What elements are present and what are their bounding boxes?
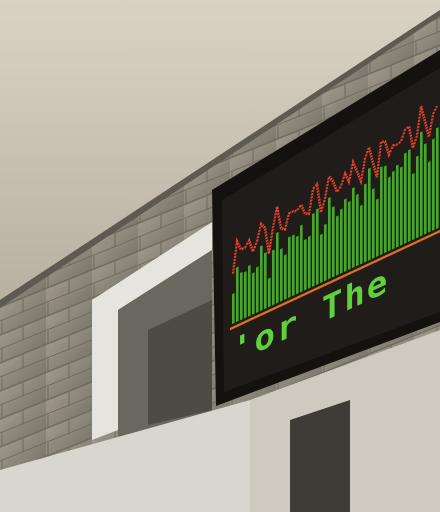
led-bar [296,235,299,295]
led-bar [364,183,367,263]
led-bar [244,271,247,319]
led-bar [276,231,279,304]
led-bar [356,193,359,267]
dark-opening [290,400,350,512]
led-bar [388,176,391,252]
led-bar [368,167,371,261]
led-bar [264,252,267,310]
led-bar [336,215,339,276]
led-bar [344,198,347,272]
led-bar [348,200,351,271]
led-bar [332,206,335,278]
led-bar [272,249,275,306]
led-bar [252,272,255,315]
led-bar [416,155,419,239]
led-bar [380,166,383,256]
led-bar [376,198,379,257]
led-bar [304,238,307,291]
led-bar [424,143,427,235]
led-bar [236,266,239,323]
led-bar [256,266,259,313]
led-bar [360,204,363,265]
led-bar [280,248,283,302]
led-bar [432,138,435,231]
led-bar [352,187,355,269]
doorway-shadow [148,300,212,425]
led-bar [412,172,415,241]
led-bar [420,131,423,237]
led-bar [396,164,399,248]
led-bar [404,152,407,244]
led-bar [328,197,331,280]
led-bar [308,235,311,289]
led-bar [340,208,343,274]
led-bar [436,127,439,230]
led-bar [284,254,287,300]
led-bar [428,160,431,233]
glass-panel [0,400,250,512]
led-bar [260,245,263,312]
led-bar [312,212,315,287]
orange-line [230,229,440,331]
led-bar [288,236,291,299]
led-bar [324,223,327,282]
led-bar [400,166,403,246]
led-bar [292,234,295,297]
led-bar [320,233,323,284]
led-bar [384,165,387,254]
led-bar [392,170,395,250]
led-bar [268,277,271,308]
led-peak-line [231,105,439,275]
ceiling [0,0,440,300]
led-bar [372,188,375,259]
led-bar [316,208,319,285]
led-bar [248,264,251,317]
led-bar [408,149,411,243]
led-bar [240,271,243,321]
ceiling-edge [0,10,440,308]
sign-screen [222,68,440,392]
door-frame [92,222,212,440]
led-bar [232,292,235,325]
led-bar [300,224,303,293]
